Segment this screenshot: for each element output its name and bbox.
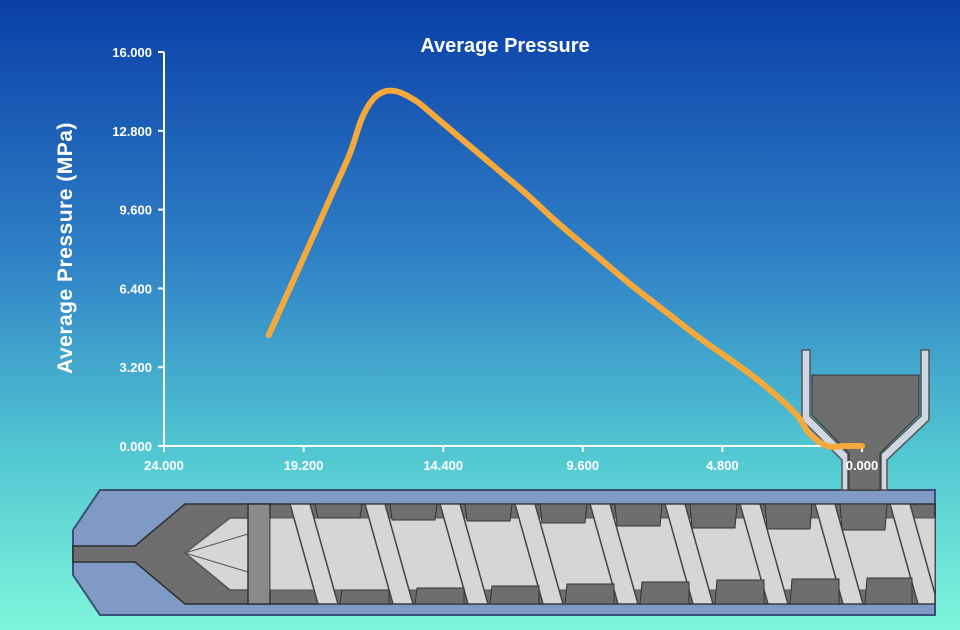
x-tick-label: 19.200 — [284, 458, 324, 473]
pressure-series-line — [265, 87, 865, 450]
x-tick-label: 9.600 — [567, 458, 600, 473]
chart-title: Average Pressure — [420, 35, 589, 57]
y-tick-label: 9.600 — [119, 203, 152, 218]
check-ring — [247, 503, 271, 605]
x-axis-ticks: 24.000 19.200 14.400 9.600 4.800 0.000 — [144, 446, 878, 473]
hopper — [801, 349, 930, 491]
y-tick-label: 0.000 — [119, 439, 152, 454]
y-tick-label: 6.400 — [119, 281, 152, 296]
screw-flights — [289, 503, 936, 605]
y-tick-label: 12.800 — [112, 124, 152, 139]
x-tick-label: 0.000 — [846, 458, 879, 473]
x-tick-label: 4.800 — [706, 458, 739, 473]
y-tick-label: 16.000 — [112, 45, 152, 60]
melt-pockets — [314, 503, 913, 605]
x-tick-label: 24.000 — [144, 458, 184, 473]
chart-area: Average Pressure Average Pressure (MPa) … — [54, 35, 878, 473]
x-tick-label: 14.400 — [423, 458, 463, 473]
extruder-illustration — [72, 349, 936, 616]
y-axis-ticks: 0.000 3.200 6.400 9.600 12.800 16.000 — [112, 45, 164, 454]
y-tick-label: 3.200 — [119, 360, 152, 375]
y-axis-label: Average Pressure (MPa) — [54, 122, 77, 374]
